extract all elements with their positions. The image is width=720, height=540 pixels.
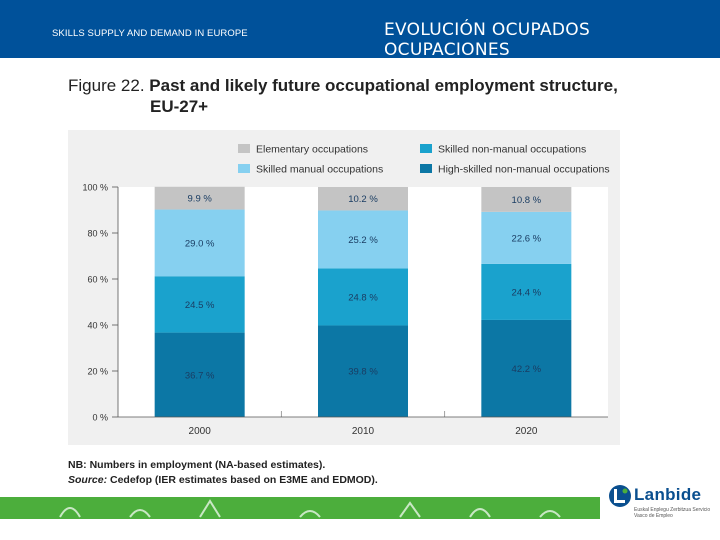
note-source-label: Source: xyxy=(68,474,108,486)
bar-segment xyxy=(154,332,245,417)
legend-swatch xyxy=(238,164,250,173)
legend-swatch xyxy=(238,144,250,153)
header-right-title: EVOLUCIÓN OCUPADOS OCUPACIONES xyxy=(384,20,591,60)
note-nb: NB: Numbers in employment (NA-based esti… xyxy=(68,459,326,471)
data-label: 10.8 % xyxy=(512,195,542,206)
data-label: 24.5 % xyxy=(185,300,215,311)
data-label: 29.0 % xyxy=(185,238,215,249)
stacked-bar-chart: Elementary occupations Skilled non-manual… xyxy=(82,144,610,438)
note-source-text: Cedefop (IER estimates based on E3ME and… xyxy=(107,474,378,486)
x-tick-label: 2010 xyxy=(352,426,375,437)
bar-segment xyxy=(318,325,408,417)
data-label: 24.8 % xyxy=(348,292,378,303)
legend-label: Skilled manual occupations xyxy=(256,164,383,176)
legend-swatch xyxy=(420,164,432,173)
bar-segment xyxy=(318,187,408,211)
data-label: 42.2 % xyxy=(512,364,542,375)
legend-label: High-skilled non-manual occupations xyxy=(438,164,610,176)
legend-label: Skilled non-manual occupations xyxy=(438,144,586,156)
bar-segment xyxy=(481,319,572,417)
bar-segment xyxy=(481,187,572,212)
header-left-title: SKILLS SUPPLY AND DEMAND IN EUROPE xyxy=(52,28,248,39)
figure-title-text: Past and likely future occupational empl… xyxy=(149,76,618,95)
y-tick-label: 40 % xyxy=(87,321,108,331)
bar-segment xyxy=(154,186,245,210)
legend-swatch xyxy=(420,144,432,153)
y-tick-label: 100 % xyxy=(82,183,108,193)
y-tick-label: 0 % xyxy=(92,413,108,423)
figure-number: Figure 22. xyxy=(68,76,145,95)
bar-segment xyxy=(154,276,245,333)
figure-title: Figure 22. Past and likely future occupa… xyxy=(68,75,618,116)
lanbide-logo-icon xyxy=(609,485,631,507)
bar-segment xyxy=(481,263,572,320)
bar-segment xyxy=(318,268,408,326)
lanbide-logo: Lanbide Euskal Enplegu Zerbitzua Servici… xyxy=(608,483,712,519)
y-tick-label: 20 % xyxy=(87,367,108,377)
x-tick-label: 2020 xyxy=(515,426,538,437)
data-label: 22.6 % xyxy=(512,233,542,244)
bar-segment xyxy=(318,210,408,269)
y-tick-label: 60 % xyxy=(87,275,108,285)
data-label: 9.9 % xyxy=(188,194,213,205)
data-label: 25.2 % xyxy=(348,235,378,246)
logo-tagline: Euskal Enplegu Zerbitzua Servicio Vasco … xyxy=(634,507,711,519)
decorative-footer-strip xyxy=(0,497,600,519)
header-bar: SKILLS SUPPLY AND DEMAND IN EUROPE EVOLU… xyxy=(0,0,720,60)
data-label: 10.2 % xyxy=(348,194,378,205)
data-label: 39.8 % xyxy=(348,367,378,378)
data-label: 24.4 % xyxy=(512,287,542,298)
chart-panel: Elementary occupations Skilled non-manual… xyxy=(68,130,620,445)
figure-title-cont: EU-27+ xyxy=(150,97,209,116)
data-label: 36.7 % xyxy=(185,370,215,381)
logo-name: Lanbide xyxy=(634,485,702,504)
legend-label: Elementary occupations xyxy=(256,144,368,156)
bar-segment xyxy=(481,211,572,264)
bar-segment xyxy=(154,209,245,277)
x-tick-label: 2000 xyxy=(189,426,212,437)
y-tick-label: 80 % xyxy=(87,229,108,239)
chart-notes: NB: Numbers in employment (NA-based esti… xyxy=(68,458,378,488)
